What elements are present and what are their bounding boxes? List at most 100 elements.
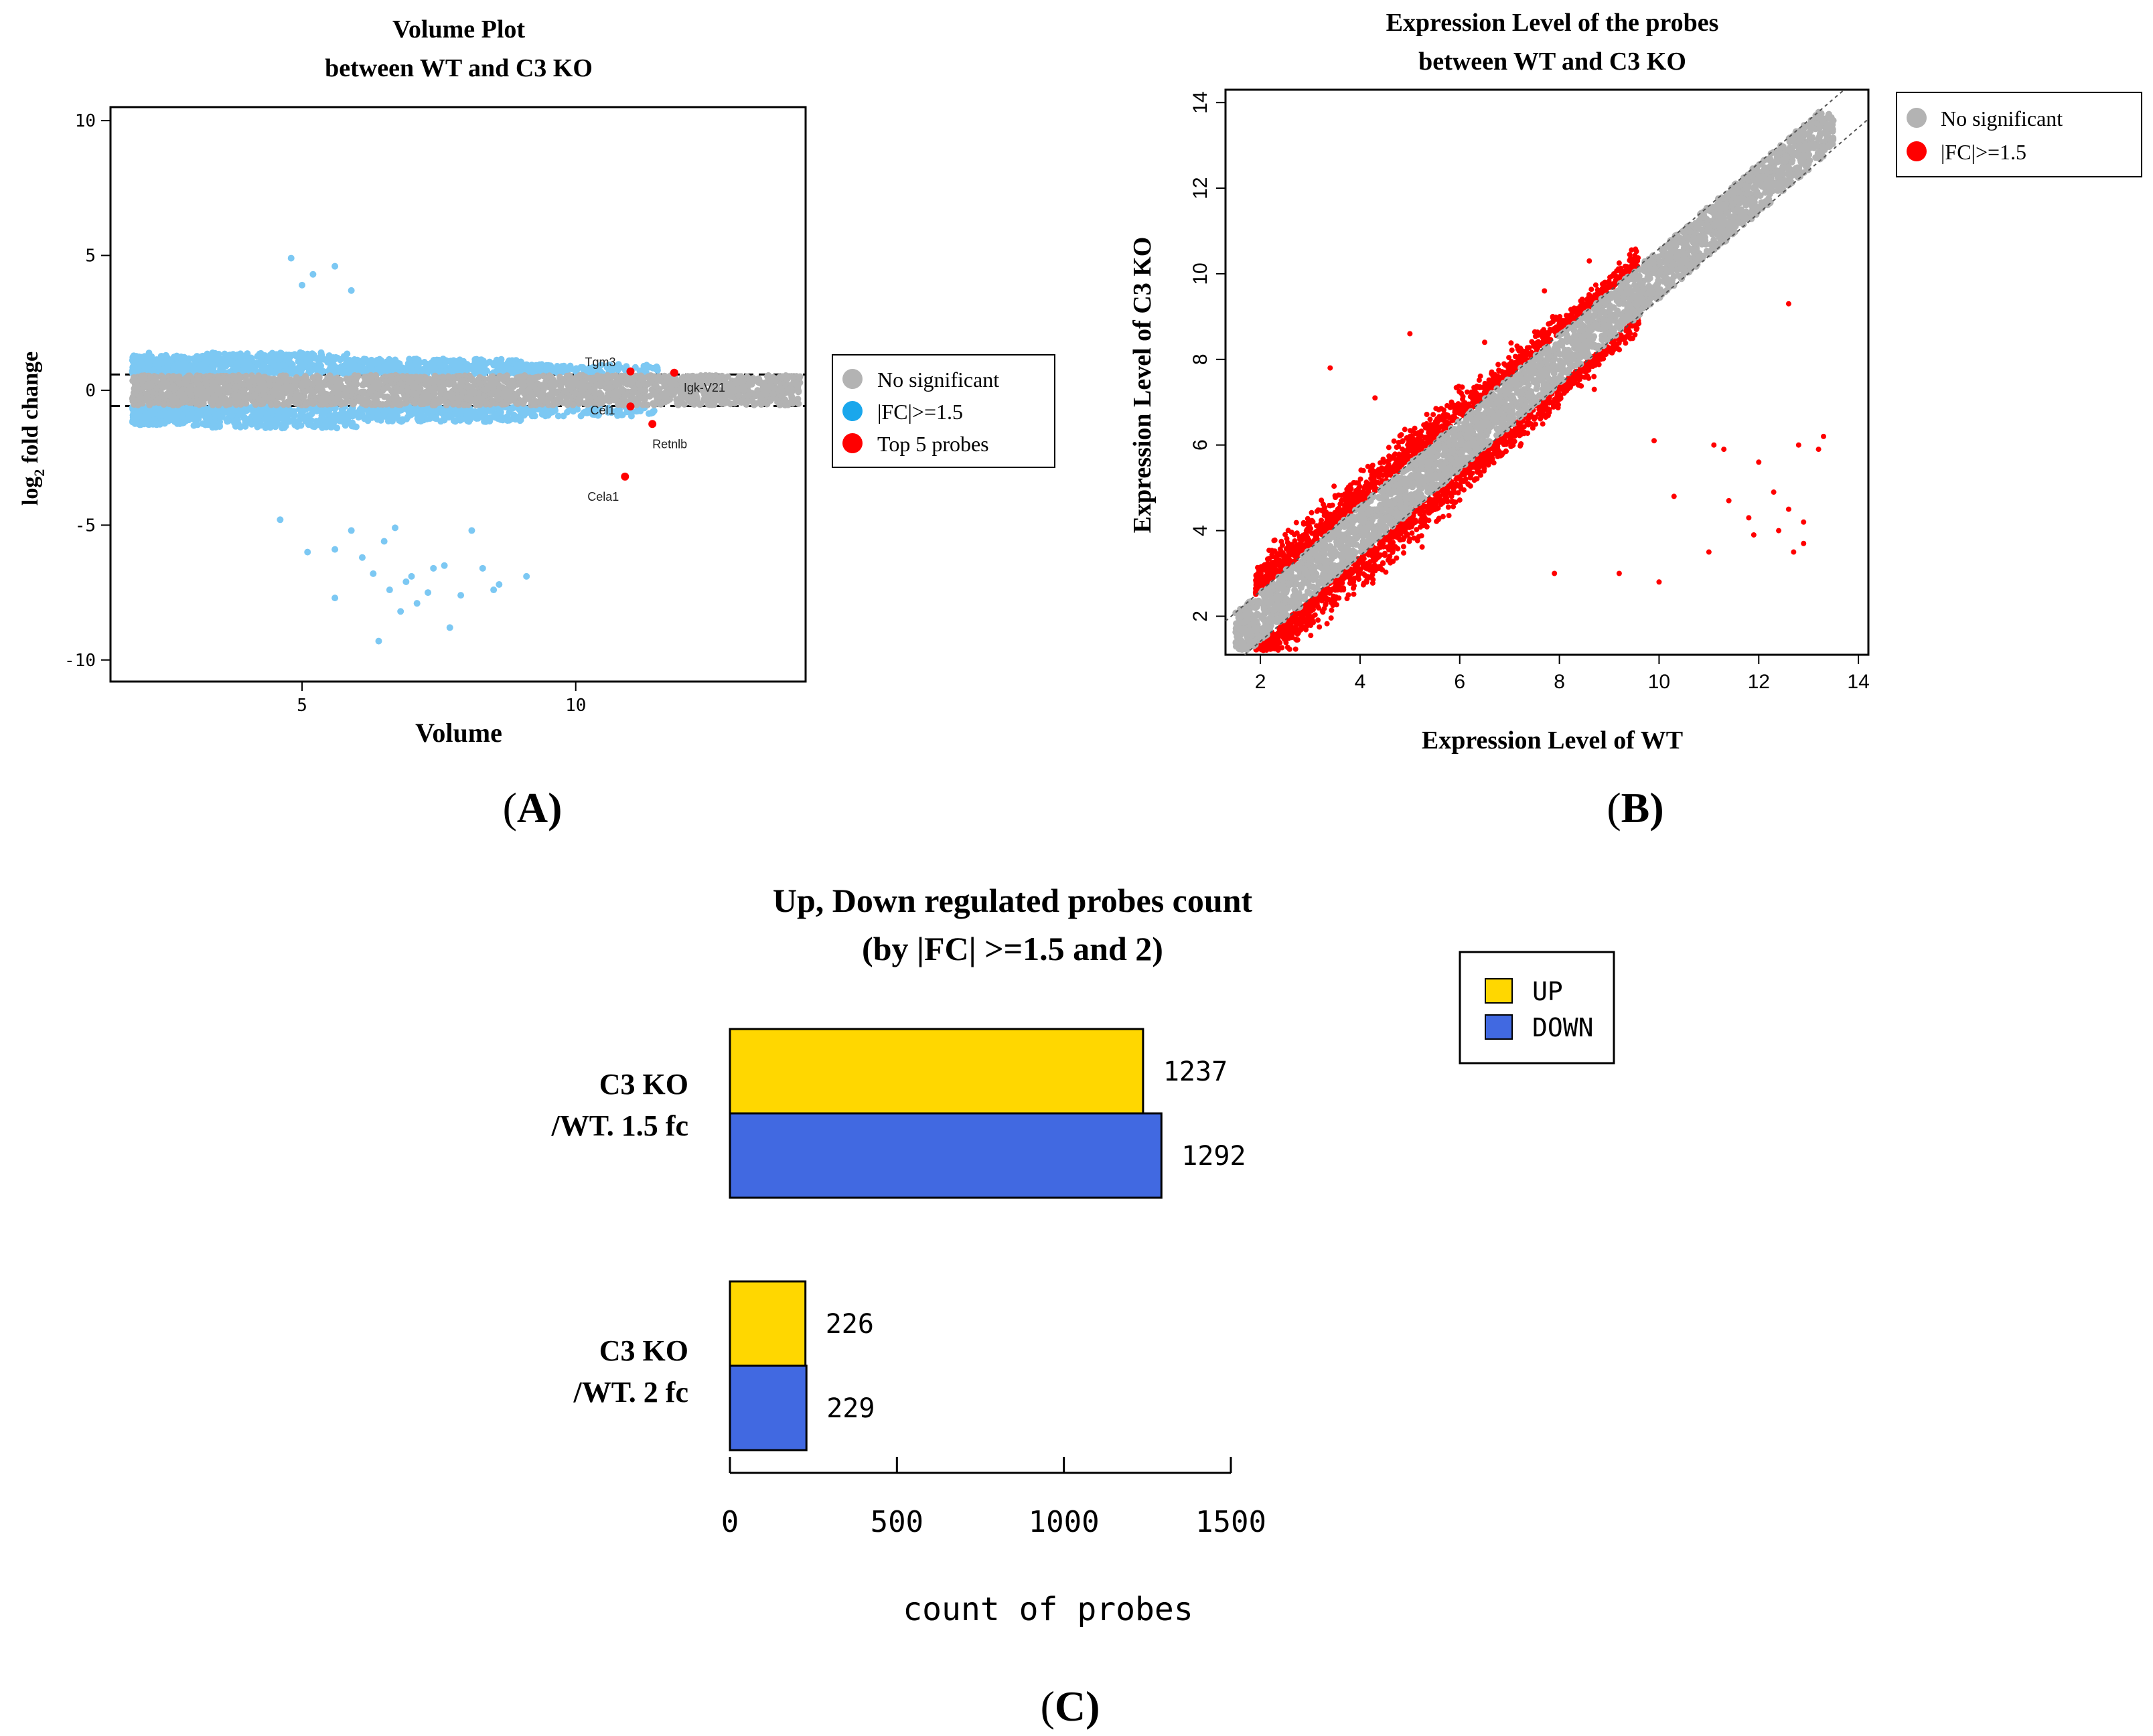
panel-a-nonsignificant-point bbox=[252, 401, 259, 408]
panel-a-significant-point bbox=[136, 419, 143, 426]
panel-b-y-tick-label: 4 bbox=[1189, 525, 1211, 536]
panel-a-nonsignificant-point bbox=[221, 384, 228, 392]
panel-a-nonsignificant-point bbox=[195, 380, 202, 388]
panel-a-significant-point bbox=[272, 362, 279, 370]
panel-a-significant-point bbox=[246, 406, 253, 412]
panel-a-top5-point-label: Tgm3 bbox=[585, 356, 615, 369]
panel-a-nonsignificant-point bbox=[763, 373, 771, 380]
panel-a-significant-point bbox=[327, 424, 335, 430]
panel-b-y-tick-label: 10 bbox=[1189, 262, 1211, 285]
panel-a-nonsignificant-point bbox=[628, 388, 636, 396]
panel-a-nonsignificant-point bbox=[218, 394, 226, 401]
panel-a-nonsignificant-point bbox=[490, 384, 497, 392]
panel-a-outlier-point bbox=[413, 600, 421, 607]
panel-a-nonsignificant-point bbox=[488, 390, 495, 398]
panel-a-outlier-point bbox=[408, 572, 415, 580]
panel-a-outlier-point bbox=[299, 281, 306, 289]
panel-a-nonsignificant-point bbox=[465, 382, 473, 390]
panel-a-significant-point bbox=[173, 352, 180, 360]
panel-a-nonsignificant-point bbox=[548, 388, 556, 396]
panel-a-significant-point bbox=[567, 366, 575, 373]
panel-a-top5-point-label: Cela1 bbox=[587, 490, 619, 503]
panel-a-nonsignificant-point bbox=[792, 379, 800, 386]
panel-a-nonsignificant-point bbox=[308, 380, 315, 388]
panel-a-outlier-point bbox=[468, 527, 475, 534]
panel-a-significant-point bbox=[339, 408, 346, 416]
panel-a-outlier-point bbox=[523, 572, 530, 580]
panel-a-nonsignificant-point bbox=[559, 378, 567, 385]
panel-a-nonsignificant-point bbox=[379, 401, 386, 408]
panel-b-y-tick-label: 12 bbox=[1189, 177, 1211, 199]
panel-a-nonsignificant-point bbox=[163, 380, 171, 387]
panel-a-nonsignificant-point bbox=[426, 393, 433, 400]
panel-a-significant-point bbox=[431, 357, 437, 364]
panel-a-significant-point bbox=[170, 364, 177, 372]
panel-a-nonsignificant-point bbox=[206, 372, 214, 380]
panel-a-top5-point bbox=[648, 420, 657, 428]
panel-a-significant-point bbox=[513, 362, 520, 369]
panel-a-nonsignificant-point bbox=[495, 396, 502, 403]
panel-a-outlier-point bbox=[309, 270, 317, 278]
panel-a-nonsignificant-point bbox=[749, 398, 756, 404]
panel-a-nonsignificant-point bbox=[293, 400, 300, 407]
panel-a-nonsignificant-point bbox=[145, 398, 153, 406]
panel-a-top5-point-label: Cel1 bbox=[590, 404, 615, 417]
panel-a-significant-point bbox=[419, 414, 426, 420]
panel-a-nonsignificant-point bbox=[688, 398, 696, 406]
panel-a-nonsignificant-point bbox=[350, 399, 358, 406]
panel-a-nonsignificant-point bbox=[273, 376, 281, 384]
panel-a-nonsignificant-point bbox=[400, 374, 408, 382]
panel-a-significant-point bbox=[152, 420, 159, 428]
panel-a-significant-point bbox=[279, 424, 286, 432]
panel-a-nonsignificant-point bbox=[689, 372, 696, 380]
panel-a-significant-point bbox=[351, 362, 358, 369]
panel-a-outlier-point bbox=[496, 580, 503, 588]
panel-b-y-tick-label: 6 bbox=[1189, 439, 1211, 451]
panel-a-nonsignificant-point bbox=[489, 373, 496, 380]
panel-a-nonsignificant-point bbox=[548, 378, 556, 385]
panel-a-significant-point bbox=[543, 362, 550, 369]
panel-a-nonsignificant-point bbox=[409, 390, 417, 398]
panel-a-significant-point bbox=[429, 408, 437, 415]
panel-a-nonsignificant-point bbox=[145, 383, 153, 390]
panel-a-outlier-point bbox=[331, 546, 339, 553]
panel-a-significant-point bbox=[269, 368, 276, 375]
panel-a-significant-point bbox=[649, 409, 656, 416]
panel-a-legend: No significant |FC|>=1.5 Top 5 probes bbox=[832, 354, 1055, 468]
panel-a-nonsignificant-point bbox=[394, 375, 401, 382]
panel-a-title-line1: Volume Plot bbox=[392, 15, 525, 44]
panel-a-nonsignificant-point bbox=[741, 386, 748, 394]
panel-b-y-tick-label: 2 bbox=[1189, 611, 1211, 622]
panel-a-nonsignificant-point bbox=[532, 386, 540, 393]
panel-a-legend-label-fc: |FC|>=1.5 bbox=[877, 400, 963, 424]
panel-a-nonsignificant-point bbox=[524, 395, 531, 402]
panel-a-y-tick-label: 10 bbox=[75, 111, 96, 131]
panel-a-nonsignificant-point bbox=[317, 379, 325, 386]
panel-a-nonsignificant-point bbox=[791, 396, 798, 404]
panel-a-nonsignificant-point bbox=[743, 398, 750, 406]
panel-a-significant-point bbox=[198, 353, 205, 360]
panel-a-significant-point bbox=[368, 414, 376, 421]
panel-a-significant-point bbox=[234, 351, 241, 359]
panel-a-significant-point bbox=[254, 416, 262, 423]
panel-b-x-tick-label: 2 bbox=[1255, 671, 1266, 693]
panel-a-nonsignificant-point bbox=[481, 386, 489, 394]
panel-a-nonsignificant-point bbox=[317, 396, 324, 404]
panel-a-significant-point bbox=[342, 354, 349, 361]
panel-a-nonsignificant-point bbox=[618, 401, 625, 408]
panel-a-nonsignificant-point bbox=[476, 380, 484, 387]
panel-a-significant-point bbox=[379, 412, 386, 419]
panel-a-y-axis-label: log2 fold change bbox=[18, 351, 48, 505]
panel-a-nonsignificant-point bbox=[771, 385, 778, 392]
panel-a-nonsignificant-point bbox=[472, 396, 479, 403]
panel-a-significant-point bbox=[263, 411, 271, 418]
panel-a-outlier-point bbox=[380, 538, 388, 545]
panel-a-nonsignificant-point bbox=[197, 391, 204, 398]
panel-a-nonsignificant-point bbox=[250, 376, 257, 383]
panel-a-nonsignificant-point bbox=[661, 394, 668, 402]
panel-a-significant-point bbox=[406, 356, 413, 363]
panel-a-nonsignificant-point bbox=[291, 377, 297, 384]
panel-a-outlier-points bbox=[277, 254, 530, 645]
panel-a-nonsignificant-point bbox=[606, 390, 613, 398]
